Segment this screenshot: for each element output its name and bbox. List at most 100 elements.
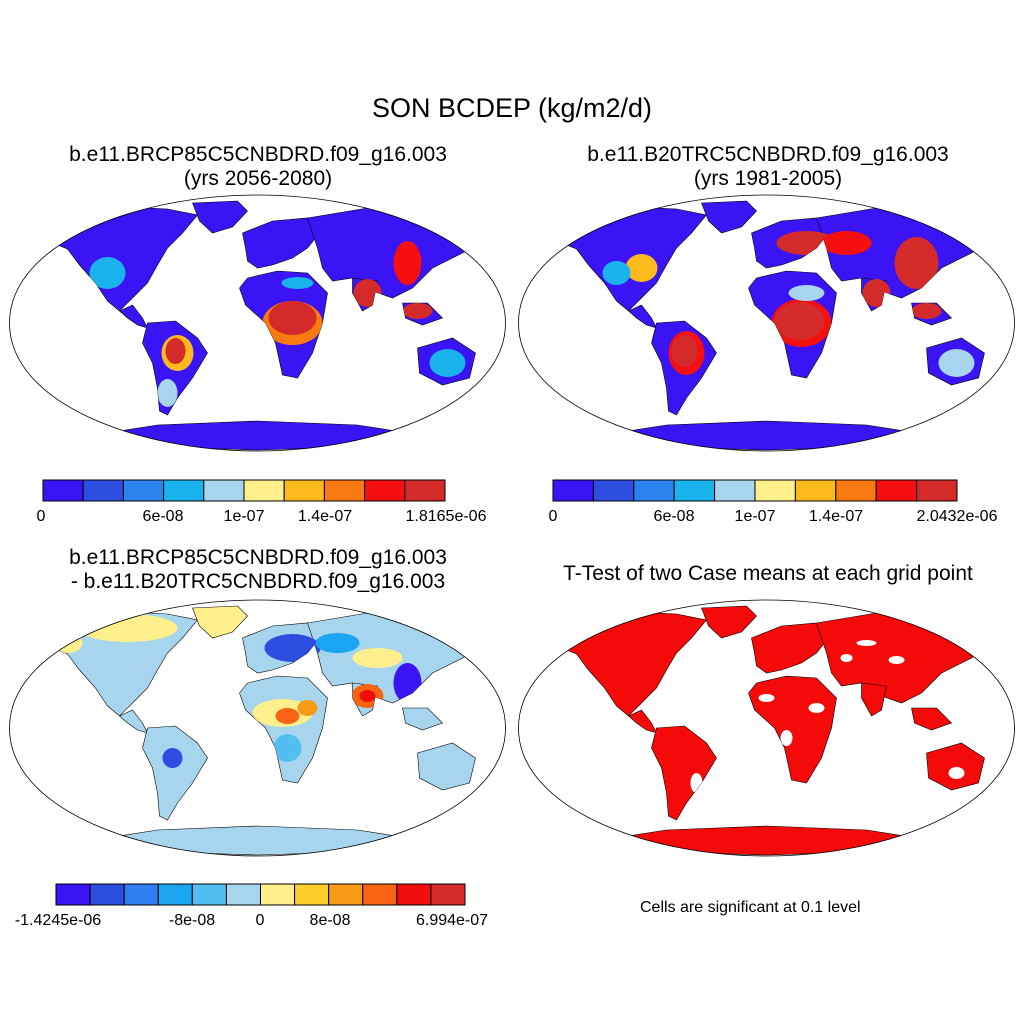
colorbar-box: [794, 479, 837, 502]
panel-title-top-right-line2: (yrs 1981-2005): [693, 167, 843, 190]
land-india: [861, 682, 887, 717]
field-patch: [165, 338, 186, 364]
colorbar-box: [323, 479, 366, 502]
colorbar-bottom-left: [55, 883, 466, 906]
colorbar-box: [404, 479, 446, 502]
tick-tr-0: 0: [548, 508, 558, 525]
colorbar-top-left: [42, 479, 446, 502]
panel-title-bottom-left-line2: - b.e11.B20TRC5CNBDRD.f09_g16.003: [70, 570, 446, 593]
colorbar-box: [875, 479, 918, 502]
field-patch: [157, 379, 178, 407]
field-patch: [888, 656, 905, 664]
land-af: [748, 675, 837, 784]
field-patch: [948, 767, 965, 779]
significance-note: Cells are significant at 0.1 level: [640, 899, 861, 916]
tick-tr-4: 2.0432e-06: [916, 508, 998, 525]
colorbar-box: [294, 883, 330, 906]
map-outline: [9, 194, 506, 452]
panel-title-top-right-line1: b.e11.B20TRC5CNBDRD.f09_g16.003: [587, 143, 949, 166]
tick-bl-4: 6.994e-07: [415, 912, 489, 929]
colorbar-box: [163, 479, 205, 502]
colorbar-box: [754, 479, 796, 502]
map-top-left: [9, 194, 506, 452]
field-patch: [275, 708, 300, 724]
colorbar-box: [123, 883, 159, 906]
colorbar-box: [916, 479, 958, 502]
colorbar-box: [82, 479, 124, 502]
field-patch: [352, 648, 403, 668]
field-patch: [758, 694, 775, 702]
field-patch: [808, 703, 825, 713]
colorbar-box: [191, 883, 227, 906]
tick-tl-4: 1.8165e-06: [405, 508, 487, 525]
land-greenland: [701, 605, 757, 639]
colorbar-box: [260, 883, 296, 906]
field-patch: [268, 301, 317, 335]
panel-title-top-left-line2: (yrs 2056-2080): [183, 167, 333, 190]
tick-bl-1: -8e-08: [168, 912, 216, 929]
land-ca: [118, 709, 149, 734]
field-patch: [393, 241, 422, 285]
field-patch: [821, 231, 872, 255]
land-greenland: [192, 200, 248, 234]
figure-title: SON BCDEP (kg/m2/d): [371, 93, 653, 123]
land-sea: [911, 707, 953, 731]
field-patch: [89, 257, 126, 289]
field-patch: [856, 640, 877, 646]
field-patch: [264, 634, 321, 662]
map-outline: [518, 599, 1015, 857]
land-ca: [627, 304, 658, 329]
colorbar-box: [89, 883, 125, 906]
tick-bl-2: 0: [255, 912, 265, 929]
field-patch: [938, 349, 975, 377]
field-patch: [780, 730, 793, 746]
colorbar-box: [283, 479, 325, 502]
tick-bl-3: 8e-08: [309, 912, 351, 929]
land-aus: [926, 742, 985, 791]
panel-title-top-left-line1: b.e11.BRCP85C5CNBDRD.f09_g16.003: [69, 143, 447, 166]
colorbar-box: [42, 479, 84, 502]
tick-tl-1: 6e-08: [142, 508, 184, 525]
land-sa: [142, 725, 208, 821]
tick-tr-3: 1.4e-07: [808, 508, 864, 525]
colorbar-top-right: [552, 479, 958, 502]
field-patch: [315, 633, 360, 653]
field-patch: [788, 285, 825, 301]
colorbar-box: [55, 883, 91, 906]
colorbar-box: [122, 479, 165, 502]
field-patch: [393, 663, 422, 703]
field-patch: [429, 349, 466, 377]
field-patch: [273, 734, 302, 762]
field-patch: [774, 302, 825, 340]
field-patch: [625, 254, 658, 282]
colorbar-box: [364, 479, 406, 502]
tick-tr-1: 6e-08: [653, 508, 695, 525]
colorbar-box: [362, 883, 398, 906]
field-patch: [894, 237, 939, 289]
colorbar-box: [225, 883, 262, 906]
land-greenland: [701, 200, 757, 234]
map-top-right: [518, 194, 1015, 452]
map-outline: [518, 194, 1015, 452]
colorbar-box: [552, 479, 594, 502]
colorbar-box: [673, 479, 716, 502]
land-na: [556, 611, 708, 717]
colorbar-box: [835, 479, 877, 502]
land-aus: [417, 742, 476, 791]
land-greenland: [192, 605, 248, 639]
field-patch: [602, 261, 631, 285]
panel-title-bottom-right: T-Test of two Case means at each grid po…: [512, 562, 1024, 586]
panel-title-bottom-right-line1: T-Test of two Case means at each grid po…: [563, 562, 973, 585]
land-eu: [751, 622, 829, 674]
map-outline: [9, 599, 506, 857]
panel-title-bottom-left: b.e11.BRCP85C5CNBDRD.f09_g16.003 - b.e11…: [2, 546, 514, 594]
field-patch: [911, 303, 942, 319]
field-patch: [359, 690, 376, 702]
field-patch: [297, 700, 318, 716]
map-bottom-right: [518, 599, 1015, 857]
colorbar-box: [328, 883, 364, 906]
panel-title-bottom-left-line1: b.e11.BRCP85C5CNBDRD.f09_g16.003: [69, 546, 447, 569]
field-patch: [402, 303, 433, 319]
map-bottom-left: [9, 599, 506, 857]
colorbar-box: [396, 883, 432, 906]
